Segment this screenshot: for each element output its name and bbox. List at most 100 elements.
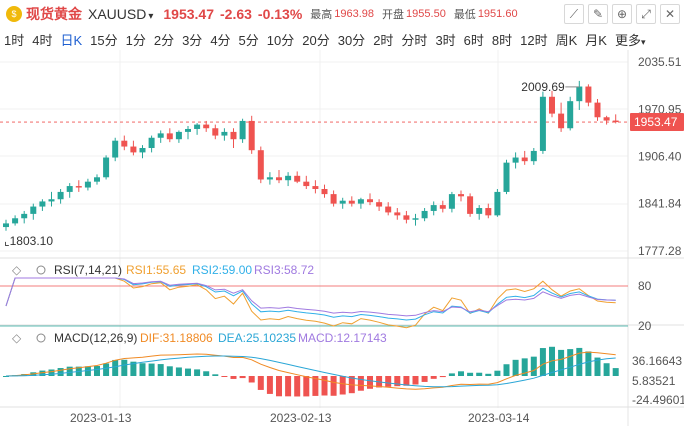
rsi-level-label: 20 [638,319,652,333]
macd-histogram-bar [439,376,446,378]
macd-histogram-bar [430,376,437,379]
current-price-tag-label: 1953.47 [634,115,678,129]
candle-body [348,200,355,204]
tab-period[interactable]: 3时 [435,32,456,48]
visibility-icon[interactable]: ◇ [12,331,22,345]
candle-body [248,120,255,151]
tab-period[interactable]: 分时 [401,32,428,48]
rsi-line [5,277,616,329]
macd-histogram-bar [448,373,455,376]
candle-body [394,212,401,216]
tab-period[interactable]: 更多▾ [614,32,646,48]
candle-body [139,148,146,153]
tab-period[interactable]: 1时 [4,32,25,48]
candle-body [294,175,301,182]
macd-histogram-bar [185,368,191,376]
candle-body [330,194,337,204]
macd-histogram-bar [512,359,519,376]
candle-body [230,131,237,140]
date-axis-label: 2023-01-13 [70,411,132,425]
macd-histogram-bar [367,376,373,389]
tab-period[interactable]: 2时 [373,32,394,48]
candle-body [594,102,601,118]
macd-dif-label: DIF:31.18806 [140,331,213,345]
macd-histogram-bar [212,374,219,376]
rsi-level-label: 80 [638,279,652,293]
chart-line-icon[interactable]: ⟋ [564,4,584,24]
candle-body [66,186,73,192]
tab-period[interactable]: 1分 [125,32,146,48]
tab-period[interactable]: 3分 [182,32,203,48]
zoom-icon[interactable]: ⊕ [612,4,632,24]
kline-chart[interactable]: ◇ RSI(7,14,21) RSI1:55.65 RSI2:59.00 RSI3:58… [0,50,684,426]
tab-period[interactable]: 10分 [266,32,295,48]
low-label: 最低 [453,9,476,21]
open-label: 开盘 [382,9,405,21]
high-value: 1963.98 [334,8,375,20]
macd-histogram-bar [130,361,137,376]
candle-body [448,194,455,209]
chevron-down-icon: ▾ [640,36,646,47]
candle-body [585,86,592,103]
macd-histogram-bar [530,356,537,376]
candle-body [157,133,164,138]
macd-histogram-bar [576,347,583,376]
tab-period[interactable]: 12时 [520,32,548,48]
candle-body [75,186,82,188]
candle-body [421,210,428,219]
fullscreen-icon[interactable]: ⤢ [636,4,656,24]
gold-coin-icon: $ [6,6,22,22]
macd-histogram-bar [539,348,546,376]
chart-area[interactable]: ◇ RSI(7,14,21) RSI1:55.65 RSI2:59.00 RSI3:58… [0,50,684,431]
macd-histogram-bar [148,363,155,376]
candle-body [403,215,410,220]
edit-icon[interactable]: ✎ [588,4,608,24]
tab-period[interactable]: 20分 [302,32,330,48]
macd-histogram-bar [285,376,292,397]
macd-histogram-bar [339,376,346,395]
macd-label-label: MACD(12,26,9) [54,331,137,345]
tab-period[interactable]: 8时 [491,32,513,48]
toolbar: ⟋ ✎ ⊕ ⤢ ✕ [564,4,680,24]
tab-period[interactable]: 30分 [337,32,366,48]
date-axis-label: 2023-02-13 [270,411,332,425]
candle-body [203,124,210,129]
candle-body [558,113,565,129]
candle-body [467,196,474,214]
candle-body [412,218,419,220]
macd-histogram-bar [503,364,510,376]
tab-period[interactable]: 4分 [210,32,231,48]
tab-period[interactable]: 月K [585,32,607,48]
settings-icon[interactable] [36,265,46,275]
macd-axis-label: -24.49601 [632,393,684,407]
tab-period[interactable]: 日K [60,32,83,48]
candle-body [476,208,483,214]
tab-period[interactable]: 2分 [153,32,175,48]
macd-histogram-bar [585,351,592,376]
macd-histogram-bar [248,376,255,383]
symbol-header: $ 现货黄金 XAUUSD ▾ 1953.47 -2.63 -0.13% 最高 19… [0,0,684,28]
macd-histogram-bar [230,376,237,379]
candle-body [494,191,501,216]
candle-body [175,131,182,140]
visibility-icon[interactable]: ◇ [12,263,22,277]
settings-icon[interactable] [36,333,46,343]
candle-body [57,191,64,200]
macd-histogram-bar [458,371,464,376]
symbol-selector[interactable]: XAUUSD ▾ [88,6,153,22]
candle-body [212,128,219,136]
macd-histogram-bar [66,366,73,376]
macd-histogram-bar [403,376,410,386]
close-icon[interactable]: ✕ [660,4,680,24]
candle-body [312,186,319,189]
price-change-pct: -0.13% [257,6,303,22]
macd-histogram-bar [603,363,610,376]
tab-period[interactable]: 5分 [238,32,259,48]
tab-period[interactable]: 4时 [32,32,53,48]
rsi-label-label: RSI(7,14,21) [54,263,122,277]
tab-period[interactable]: 6时 [463,32,484,48]
candle-body [385,206,392,213]
macd-dif-line [5,351,616,390]
tab-period[interactable]: 15分 [90,32,118,48]
tab-period[interactable]: 周K [555,32,578,48]
